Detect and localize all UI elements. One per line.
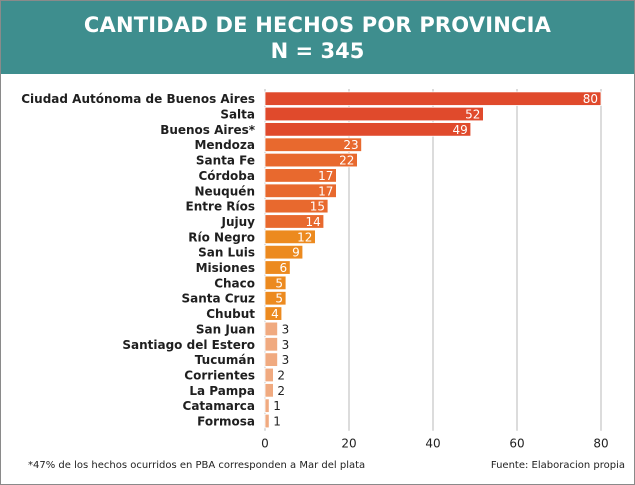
category-label: Salta: [220, 108, 255, 122]
bar: [264, 337, 279, 352]
category-label: La Pampa: [189, 384, 255, 398]
bar: [264, 106, 484, 122]
data-label: 5: [275, 276, 283, 290]
data-label: 52: [465, 108, 480, 122]
bar: [264, 383, 274, 398]
bar: [264, 91, 602, 106]
bar: [264, 306, 283, 321]
data-label: 4: [271, 307, 279, 321]
category-label: Buenos Aires*: [160, 123, 256, 137]
bar: [264, 321, 279, 337]
bar: [264, 398, 270, 413]
data-label: 3: [282, 353, 290, 367]
bar: [264, 260, 291, 275]
data-label: 80: [583, 92, 598, 106]
data-label: 12: [297, 230, 312, 244]
data-label: 1: [273, 415, 281, 429]
bar: [264, 198, 329, 214]
bar: [264, 352, 279, 367]
category-label: San Luis: [198, 246, 255, 260]
source-note: Fuente: Elaboracion propia: [490, 460, 625, 471]
bar: [264, 152, 358, 168]
category-label: Catamarca: [183, 399, 255, 413]
category-label: Entre Ríos: [186, 200, 255, 214]
category-label: Neuquén: [194, 184, 255, 198]
bar: [264, 291, 287, 306]
category-label: Ciudad Autónoma de Buenos Aires: [21, 92, 255, 106]
data-label: 3: [282, 322, 290, 336]
bar: [264, 122, 472, 137]
data-label: 22: [339, 154, 354, 168]
category-label: Santa Cruz: [181, 292, 255, 306]
bar: [264, 244, 304, 260]
category-label: Misiones: [196, 261, 255, 275]
x-tick-label: 20: [341, 437, 356, 451]
category-label: Santiago del Estero: [122, 338, 255, 352]
x-tick-label: 0: [261, 437, 269, 451]
bar: [264, 275, 287, 291]
category-label: Mendoza: [194, 138, 255, 152]
x-tick-label: 40: [425, 437, 440, 451]
bar: [264, 183, 337, 198]
chart-header: CANTIDAD DE HECHOS POR PROVINCIA N = 345: [1, 1, 634, 74]
bar: [264, 229, 316, 245]
data-label: 2: [277, 368, 285, 382]
x-tick-label: 60: [509, 437, 524, 451]
data-label: 1: [273, 399, 281, 413]
category-label: Santa Fe: [196, 154, 255, 168]
category-label: Chubut: [206, 307, 255, 321]
category-label: Jujuy: [221, 215, 256, 229]
bar: [264, 413, 270, 429]
category-label: San Juan: [196, 322, 255, 336]
data-label: 6: [280, 261, 288, 275]
chart-subtitle: N = 345: [270, 39, 365, 63]
category-label: Río Negro: [188, 230, 255, 244]
data-label: 3: [282, 338, 290, 352]
bar: [264, 214, 325, 229]
bar: [264, 168, 337, 183]
data-label: 14: [306, 215, 321, 229]
bar: [264, 367, 274, 383]
data-label: 23: [343, 138, 358, 152]
category-label: Corrientes: [184, 368, 255, 382]
category-label: Chaco: [214, 276, 255, 290]
chart-title: CANTIDAD DE HECHOS POR PROVINCIA: [83, 13, 552, 37]
data-label: 9: [292, 246, 300, 260]
category-label: Córdoba: [199, 169, 256, 183]
category-label: Formosa: [197, 415, 255, 429]
footnote: *47% de los hechos ocurridos en PBA corr…: [28, 460, 366, 471]
data-label: 2: [277, 384, 285, 398]
data-label: 49: [453, 123, 468, 137]
category-label: Tucumán: [195, 353, 255, 367]
x-tick-label: 80: [593, 437, 608, 451]
data-label: 17: [318, 169, 333, 183]
data-label: 15: [310, 200, 325, 214]
bar: [264, 137, 362, 152]
data-label: 5: [275, 292, 283, 306]
data-label: 17: [318, 184, 333, 198]
